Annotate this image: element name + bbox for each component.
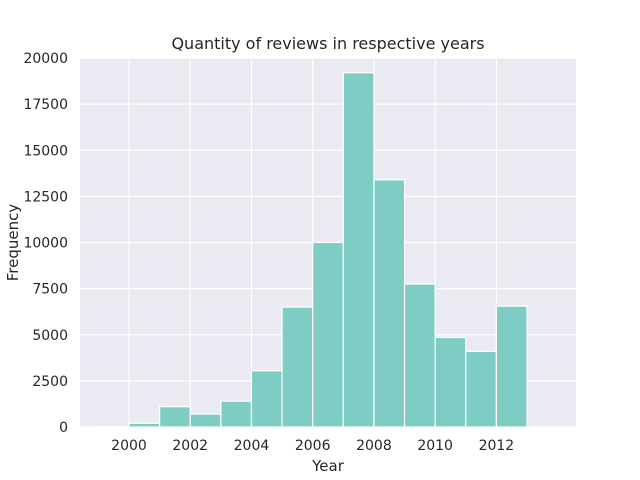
histogram-bar: [312, 241, 344, 428]
y-tick-label: 7500: [32, 282, 68, 298]
x-tick-label: 2012: [479, 438, 515, 454]
x-tick-labels: 2000 2002 2004 2006 2008 2010 2012: [111, 438, 514, 454]
histogram-bar: [220, 400, 253, 428]
histogram-bar: [159, 406, 191, 428]
x-tick-label: 2006: [295, 438, 331, 454]
y-tick-label: 5000: [32, 328, 68, 344]
y-tick-label: 20000: [23, 51, 68, 67]
y-tick-label: 0: [59, 420, 68, 436]
y-tick-label: 15000: [23, 143, 68, 159]
histogram-bar: [250, 370, 283, 428]
chart-title: Quantity of reviews in respective years: [171, 34, 484, 53]
y-tick-label: 10000: [23, 236, 68, 252]
x-tick-label: 2002: [172, 438, 208, 454]
x-tick-label: 2010: [417, 438, 453, 454]
x-tick-label: 2008: [356, 438, 392, 454]
x-axis-label: Year: [311, 457, 345, 475]
histogram-bar: [434, 336, 467, 428]
histogram-bar: [495, 305, 528, 428]
x-tick-label: 2000: [111, 438, 147, 454]
bars: [97, 72, 528, 428]
histogram-bar: [342, 72, 375, 428]
histogram-bar: [403, 283, 436, 428]
histogram-bar: [189, 413, 222, 428]
y-tick-label: 12500: [23, 189, 68, 205]
histogram-bar: [373, 179, 406, 428]
y-tick-label: 2500: [32, 374, 68, 390]
histogram-bar: [97, 425, 130, 428]
histogram-bar: [465, 350, 497, 428]
x-tick-label: 2004: [234, 438, 270, 454]
y-tick-label: 17500: [23, 97, 68, 113]
histogram-bar: [281, 306, 314, 428]
y-axis-label: Frequency: [4, 204, 22, 282]
y-tick-labels: 0 2500 5000 7500 10000 12500 15000 17500 20000: [23, 51, 68, 436]
histogram-bar: [128, 422, 161, 428]
